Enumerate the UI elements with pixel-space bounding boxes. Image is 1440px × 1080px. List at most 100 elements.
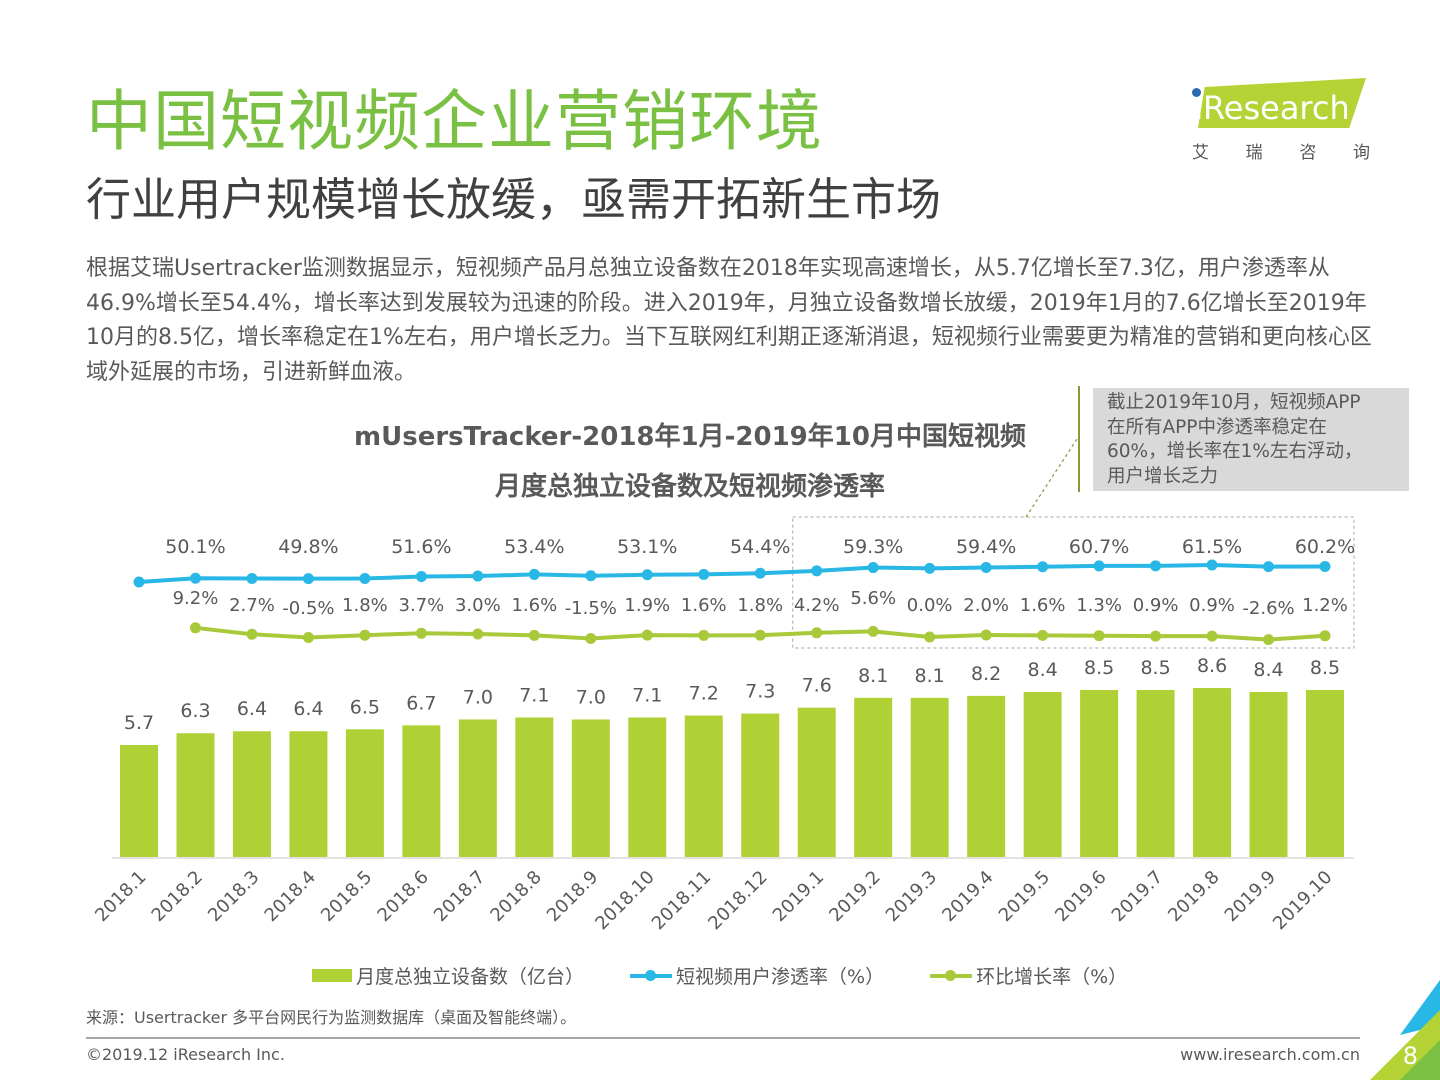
callout-line: 截止2019年10月，短视频APP bbox=[1107, 392, 1361, 413]
x-tick-label: 2019.7 bbox=[1108, 867, 1167, 926]
callout-connector bbox=[1025, 435, 1080, 518]
corner-decoration bbox=[1370, 980, 1440, 1080]
bar-2018.5 bbox=[345, 729, 384, 857]
page-title: 中国短视频企业营销环境 bbox=[86, 83, 823, 160]
bar-value-label: 7.0 bbox=[576, 686, 606, 708]
x-tick-label: 2018.3 bbox=[204, 867, 263, 926]
growth-point-2018.5 bbox=[359, 629, 371, 641]
x-tick-label: 2018.6 bbox=[374, 867, 433, 926]
bar-2019.9 bbox=[1249, 691, 1288, 857]
bar-value-label: 8.5 bbox=[1140, 657, 1170, 679]
growth-point-2019.8 bbox=[1206, 630, 1218, 642]
x-tick-label: 2018.2 bbox=[148, 867, 207, 926]
bar-2018.12 bbox=[741, 713, 780, 857]
legend-item-devices: 月度总独立设备数（亿台） bbox=[312, 962, 584, 989]
logo-char: 咨 bbox=[1299, 143, 1317, 163]
bar-2018.1 bbox=[120, 745, 158, 857]
chart-title: mUsersTracker-2018年1月-2019年10月中国短视频 月度总独… bbox=[340, 412, 1040, 512]
growth-label: 1.8% bbox=[737, 595, 783, 616]
bar-value-label: 6.7 bbox=[406, 692, 436, 714]
x-tick-label: 2018.12 bbox=[704, 867, 771, 934]
lines-layer bbox=[133, 435, 1355, 649]
penetration-point-2018.11 bbox=[698, 568, 710, 580]
bar-2019.6 bbox=[1080, 689, 1119, 857]
penetration-point-2019.10 bbox=[1319, 561, 1331, 573]
bar-2018.2 bbox=[176, 733, 215, 857]
logo-char: 瑞 bbox=[1245, 143, 1263, 163]
growth-label: 2.0% bbox=[963, 595, 1009, 616]
bar-2019.3 bbox=[910, 697, 949, 857]
iresearch-logo: ıResearch 艾 瑞 咨 询 bbox=[1188, 76, 1373, 166]
growth-point-2018.3 bbox=[246, 628, 258, 640]
legend-label: 月度总独立设备数（亿台） bbox=[356, 966, 585, 988]
logo-char: 询 bbox=[1352, 143, 1370, 163]
bar-value-label: 7.0 bbox=[463, 686, 493, 708]
penetration-label: 50.1% bbox=[165, 536, 225, 558]
callout-line: 60%，增长率在1%左右浮动， bbox=[1107, 441, 1363, 462]
bar-value-label: 8.5 bbox=[1310, 657, 1340, 679]
x-tick-label: 2019.6 bbox=[1051, 867, 1110, 926]
bar-value-label: 6.4 bbox=[237, 698, 267, 720]
bar-2018.10 bbox=[628, 717, 667, 857]
x-tick-label: 2019.1 bbox=[769, 867, 828, 926]
growth-point-2019.2 bbox=[867, 625, 879, 637]
bar-2018.6 bbox=[402, 725, 441, 857]
callout-line: 用户增长乏力 bbox=[1107, 465, 1219, 487]
bar-value-label: 8.1 bbox=[858, 665, 888, 687]
logo-chinese-name: 艾 瑞 咨 询 bbox=[1192, 138, 1370, 163]
growth-label: -1.5% bbox=[565, 598, 617, 619]
logo-text: ıResearch bbox=[1192, 89, 1350, 127]
penetration-label: 60.2% bbox=[1295, 536, 1355, 558]
x-tick-label: 2018.10 bbox=[591, 867, 658, 934]
penetration-label: 53.4% bbox=[504, 536, 564, 558]
growth-point-2018.10 bbox=[641, 629, 653, 641]
growth-point-2019.7 bbox=[1150, 630, 1162, 642]
growth-point-2019.9 bbox=[1263, 634, 1275, 646]
growth-label: -0.5% bbox=[282, 598, 334, 619]
penetration-point-2018.5 bbox=[359, 573, 371, 585]
bar-value-label: 6.4 bbox=[293, 698, 323, 720]
legend-item-growth: 环比增长率（%） bbox=[930, 962, 1127, 989]
legend-line-marker-icon bbox=[930, 969, 973, 981]
website-link[interactable]: www.iresearch.com.cn bbox=[1180, 1045, 1360, 1064]
penetration-point-2018.7 bbox=[472, 570, 484, 582]
penetration-point-2019.8 bbox=[1206, 559, 1218, 571]
body-paragraph: 根据艾瑞Usertracker监测数据显示，短视频产品月总独立设备数在2018年… bbox=[86, 256, 1372, 385]
footer-divider bbox=[86, 1037, 1360, 1039]
growth-label: 1.6% bbox=[511, 595, 557, 616]
x-tick-label: 2019.2 bbox=[825, 867, 884, 926]
growth-label: 1.6% bbox=[1020, 595, 1066, 616]
chart-legend: 月度总独立设备数（亿台） 短视频用户渗透率（%） 环比增长率（%） bbox=[312, 962, 1173, 989]
penetration-label: 49.8% bbox=[278, 536, 338, 558]
penetration-point-2018.2 bbox=[189, 572, 201, 584]
growth-label: 9.2% bbox=[173, 588, 219, 609]
bar-value-label: 7.2 bbox=[689, 683, 719, 705]
growth-point-2019.1 bbox=[811, 627, 823, 639]
logo-background bbox=[1198, 78, 1366, 128]
growth-label: 0.9% bbox=[1189, 595, 1235, 616]
bar-value-label: 8.4 bbox=[1253, 659, 1283, 681]
growth-label: 1.8% bbox=[342, 595, 388, 616]
bar-value-label: 8.5 bbox=[1084, 657, 1114, 679]
growth-point-2018.11 bbox=[698, 629, 710, 641]
penetration-point-2018.9 bbox=[585, 570, 597, 582]
bar-2019.5 bbox=[1023, 691, 1062, 857]
growth-label: 0.0% bbox=[907, 595, 953, 616]
growth-point-2018.6 bbox=[415, 627, 427, 639]
penetration-label: 54.4% bbox=[730, 536, 790, 558]
x-tick-label: 2018.11 bbox=[648, 867, 715, 934]
x-tick-label: 2018.4 bbox=[261, 867, 320, 926]
penetration-point-2018.4 bbox=[302, 573, 314, 585]
x-tick-label: 2019.10 bbox=[1269, 867, 1336, 934]
logo-char: 艾 bbox=[1192, 143, 1209, 163]
bar-2018.4 bbox=[289, 731, 328, 857]
growth-label: 4.2% bbox=[794, 595, 840, 616]
copyright: ©2019.12 iResearch Inc. bbox=[86, 1045, 285, 1064]
penetration-point-2019.3 bbox=[924, 562, 936, 574]
labels-layer: 5.7 6.3 6.4 6.4 6.5 6.7 7.0 7.1 7.0 7.1 7.2 7.3 7.6 8… bbox=[124, 536, 1355, 734]
growth-label: 1.6% bbox=[681, 595, 727, 616]
logo-dot-icon bbox=[1192, 88, 1201, 97]
bar-value-label: 8.2 bbox=[971, 663, 1001, 685]
growth-point-2018.7 bbox=[472, 628, 484, 640]
penetration-point-2018.12 bbox=[754, 567, 766, 579]
